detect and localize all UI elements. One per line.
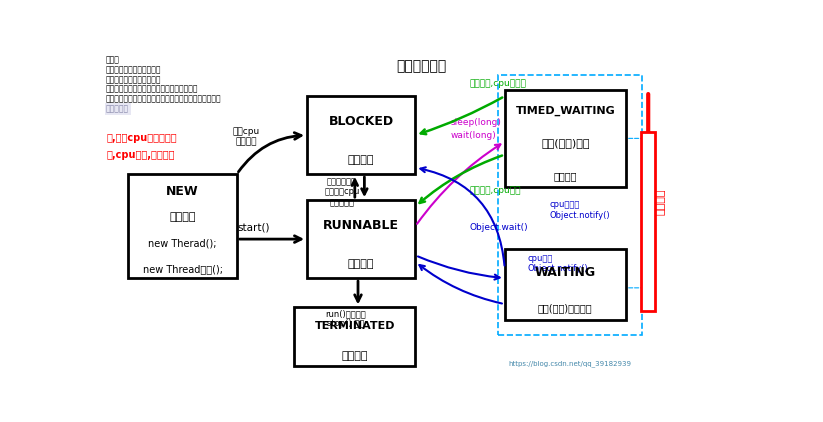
Text: 新建状态: 新建状态 xyxy=(170,212,196,222)
Text: https://blog.csdn.net/qq_39182939: https://blog.csdn.net/qq_39182939 xyxy=(508,361,631,368)
Text: 来执行取决于指定等待时间的操作的线程处于这种状态。: 来执行取决于指定等待时间的操作的线程处于这种状态。 xyxy=(106,95,221,103)
Text: BLOCKED: BLOCKED xyxy=(328,115,393,128)
Text: WAITING: WAITING xyxy=(535,265,596,279)
Text: 线程的状态图: 线程的状态图 xyxy=(397,59,447,73)
Text: Object.wait(): Object.wait() xyxy=(470,223,528,232)
Text: TERMINATED: TERMINATED xyxy=(314,321,395,331)
Bar xyxy=(641,132,655,311)
Text: wait(long): wait(long) xyxy=(450,131,496,140)
Text: NEW: NEW xyxy=(166,184,199,197)
Text: start(): start() xyxy=(238,223,270,233)
Text: 死亡状态: 死亡状态 xyxy=(342,351,368,360)
Text: 多个线程之间
相互抢夺cpu
的执行时间: 多个线程之间 相互抢夺cpu 的执行时间 xyxy=(324,177,360,207)
Text: 各,cpu空闲,也不执行: 各,cpu空闲,也不执行 xyxy=(106,150,174,160)
Text: run()方法结束
stop() 过时: run()方法结束 stop() 过时 xyxy=(325,309,365,328)
Text: RUNNABLE: RUNNABLE xyxy=(323,219,399,232)
Text: 计时等待: 计时等待 xyxy=(554,171,577,181)
Text: 无限(永久)等待状态: 无限(永久)等待状态 xyxy=(538,303,593,313)
Text: 程来执行某一特定操作的线程处于这种状态。: 程来执行某一特定操作的线程处于这种状态。 xyxy=(106,85,198,94)
Text: 休眠结束,cpu空闲: 休眠结束,cpu空闲 xyxy=(470,186,521,195)
Text: sleep(long): sleep(long) xyxy=(450,118,501,127)
Bar xyxy=(307,200,416,278)
Text: cpu空闲
Object.notify(): cpu空闲 Object.notify() xyxy=(527,254,588,273)
Bar xyxy=(128,174,237,278)
Text: 休眠结束,cpu不空闲: 休眠结束,cpu不空闲 xyxy=(470,78,527,88)
Text: 执行的线程处于这种状态。: 执行的线程处于这种状态。 xyxy=(106,65,161,74)
Text: cpu不空闲
Object.notify(): cpu不空闲 Object.notify() xyxy=(549,200,610,219)
Bar xyxy=(504,249,626,320)
Bar xyxy=(504,89,626,187)
Text: new Therad();: new Therad(); xyxy=(148,238,216,248)
Text: 状态。: 状态。 xyxy=(106,56,120,65)
Text: 没有cpu
执行时间: 没有cpu 执行时间 xyxy=(233,127,260,146)
Text: new Thread子类();: new Thread子类(); xyxy=(142,264,222,274)
Text: 器锁的线程处于这种状态。: 器锁的线程处于这种状态。 xyxy=(106,75,161,84)
Text: 阻塞状态: 阻塞状态 xyxy=(348,155,374,165)
Text: TIMED_WAITING: TIMED_WAITING xyxy=(515,106,615,116)
Text: 各,等待cpu空闲时执行: 各,等待cpu空闲时执行 xyxy=(106,133,177,143)
Text: 运行状态: 运行状态 xyxy=(348,260,374,270)
Bar xyxy=(498,75,642,335)
Text: 冻结状态: 冻结状态 xyxy=(656,189,666,215)
Bar xyxy=(307,96,416,174)
Text: 这种状态。: 这种状态。 xyxy=(106,104,129,113)
Bar xyxy=(294,307,416,366)
Text: 休眠(睡眠)状态: 休眠(睡眠)状态 xyxy=(541,138,589,148)
